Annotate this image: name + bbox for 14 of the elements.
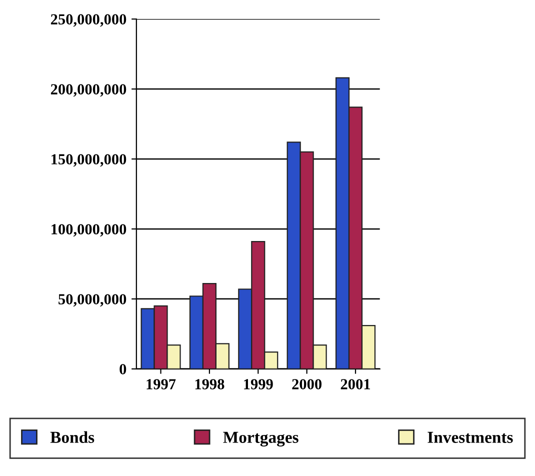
y-tick-label: 50,000,000 — [58, 294, 126, 307]
y-tick-label: 200,000,000 — [50, 84, 126, 97]
y-tick-label: 250,000,000 — [50, 14, 126, 27]
y-tick-label: 150,000,000 — [52, 154, 126, 167]
legend-label: Mortgages — [223, 432, 298, 446]
x-tick-label: 2000 — [292, 379, 322, 390]
y-tick-label: 100,000,000 — [52, 224, 126, 237]
x-tick-label: 1997 — [146, 379, 176, 390]
legend-label: Bonds — [50, 431, 94, 443]
y-tick-label: 0 — [120, 364, 126, 374]
x-tick-label: 2001 — [340, 379, 370, 390]
x-tick-label: 1998 — [195, 379, 224, 390]
x-tick-label: 1999 — [244, 379, 273, 390]
legend-label: Investments — [428, 432, 513, 443]
